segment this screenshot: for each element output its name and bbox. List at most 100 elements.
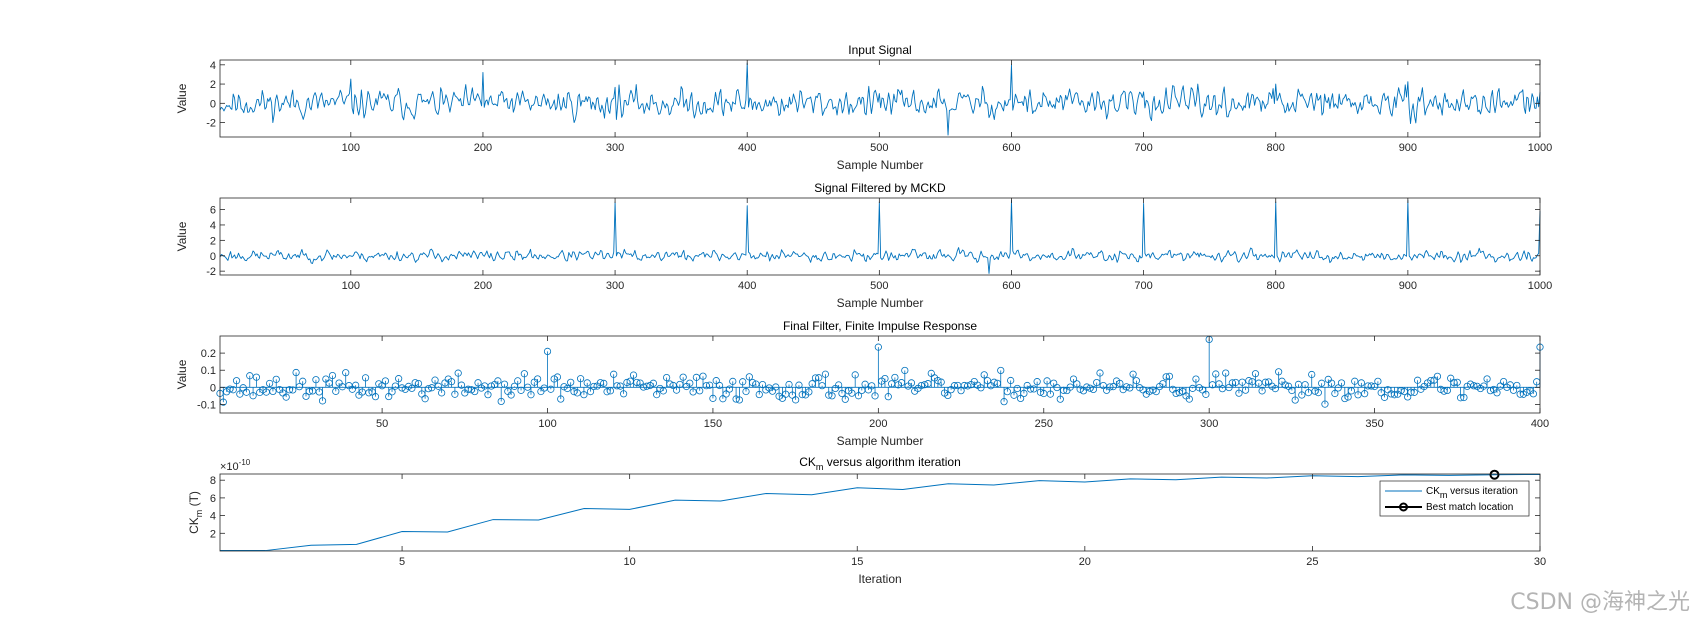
- chart-title-sub: m: [816, 462, 824, 472]
- stem-marker: [874, 343, 882, 351]
- x-tick-label: 100: [342, 280, 360, 292]
- stem-marker: [835, 381, 843, 389]
- y-tick-label: 6: [210, 205, 216, 217]
- stem-marker: [292, 368, 300, 377]
- y-axis-label-main: CK: [187, 517, 201, 534]
- stem-marker: [1003, 388, 1011, 396]
- chart-title: Input Signal: [848, 43, 911, 57]
- stem-marker: [457, 381, 466, 389]
- stem-marker: [1337, 379, 1346, 387]
- x-tick-label: 400: [1531, 418, 1549, 430]
- stem-marker: [514, 377, 522, 385]
- y-tick-label: -2: [206, 118, 216, 130]
- x-tick-label: 250: [1035, 418, 1053, 430]
- stem-marker: [305, 387, 313, 396]
- stem-marker: [725, 385, 734, 393]
- stem-marker: [454, 369, 462, 377]
- x-tick-label: 300: [606, 142, 624, 154]
- legend-entry-ckm-rest: versus iteration: [1447, 486, 1518, 497]
- stem-marker: [411, 379, 419, 387]
- chart-title: Signal Filtered by MCKD: [814, 181, 946, 195]
- stem-marker: [1509, 386, 1518, 394]
- stem-marker: [848, 389, 856, 397]
- x-tick-label: 700: [1134, 280, 1152, 292]
- x-tick-label: 300: [1200, 418, 1218, 430]
- stem-marker: [1483, 375, 1491, 383]
- stem-marker: [1351, 377, 1359, 385]
- stem-marker: [229, 386, 237, 394]
- legend-entry-ckm-sub: m: [1440, 490, 1448, 500]
- stem-marker: [560, 383, 568, 391]
- signal-line-0: [219, 62, 1541, 136]
- stem-marker: [1026, 385, 1035, 393]
- stem-marker: [1513, 381, 1521, 390]
- y-tick-label: 6: [210, 493, 216, 505]
- stem-marker: [620, 390, 628, 398]
- stem-marker: [596, 379, 605, 387]
- x-tick-label: 600: [1002, 142, 1020, 154]
- stem-marker: [1404, 393, 1412, 401]
- stem-marker: [1069, 375, 1078, 383]
- stem-marker: [1129, 370, 1137, 378]
- stem-marker: [1529, 390, 1537, 398]
- stem-marker: [997, 366, 1005, 375]
- stem-marker: [414, 379, 423, 388]
- stem-marker: [821, 370, 830, 378]
- stem-marker: [1291, 396, 1299, 404]
- stem-marker: [507, 391, 515, 399]
- x-tick-label: 1000: [1528, 142, 1552, 154]
- stem-marker: [428, 384, 436, 392]
- stem-marker: [533, 375, 542, 383]
- charts-container: 100 200 300 400 500 600 700 800 900 1000-2024Samp…: [175, 43, 1552, 586]
- y-exponent: ×10-10: [220, 458, 251, 473]
- stem-marker: [1331, 389, 1339, 398]
- y-tick-label: 0: [210, 98, 216, 110]
- stem-marker: [1258, 387, 1266, 395]
- stem-marker: [577, 375, 585, 383]
- x-tick-label: 1000: [1528, 280, 1552, 292]
- y-tick-label: 0: [210, 382, 216, 394]
- stem-marker: [328, 371, 337, 380]
- stem-marker: [385, 392, 393, 401]
- y-tick-label: 2: [210, 528, 216, 540]
- stem-marker: [735, 396, 743, 404]
- stem-marker: [249, 392, 257, 400]
- x-tick-label: 350: [1365, 418, 1383, 430]
- stem-marker: [649, 379, 657, 387]
- x-tick-label: 900: [1399, 280, 1417, 292]
- stem-marker: [567, 378, 575, 386]
- stem-marker: [547, 385, 555, 393]
- stem-marker: [1318, 379, 1326, 387]
- stem-marker: [1152, 388, 1160, 396]
- stem-marker: [299, 377, 307, 385]
- stem-marker: [828, 392, 836, 400]
- x-tick-label: 700: [1134, 142, 1152, 154]
- x-tick-label: 100: [538, 418, 556, 430]
- legend-entry-ckm-main: CK: [1426, 486, 1440, 497]
- stem-marker: [686, 379, 694, 387]
- stem-marker: [868, 382, 876, 390]
- chart-1: 100 200 300 400 500 600 700 800 900 1000 -2 0 2 4 Samp…: [175, 43, 1552, 172]
- y-tick-label: 2: [210, 235, 216, 247]
- stem-marker: [557, 395, 565, 403]
- stem-marker: [1172, 389, 1180, 398]
- stem-marker: [881, 374, 889, 383]
- axes-box-0: [219, 59, 1541, 138]
- stem-marker: [689, 388, 697, 396]
- stem-marker: [633, 378, 641, 387]
- stem-marker: [1281, 381, 1289, 389]
- stem-marker: [474, 379, 482, 387]
- stem-marker: [772, 383, 780, 391]
- y-axis-label: Value: [175, 83, 189, 113]
- stem-marker: [672, 386, 681, 394]
- stem-marker: [666, 380, 674, 388]
- stem-marker: [907, 379, 916, 387]
- stem-marker: [1245, 377, 1253, 385]
- x-axis-label: Sample Number: [837, 434, 924, 448]
- stem-marker: [1222, 369, 1230, 377]
- stem-marker: [715, 381, 724, 390]
- x-tick-label: 500: [870, 142, 888, 154]
- stem-marker: [1410, 388, 1418, 396]
